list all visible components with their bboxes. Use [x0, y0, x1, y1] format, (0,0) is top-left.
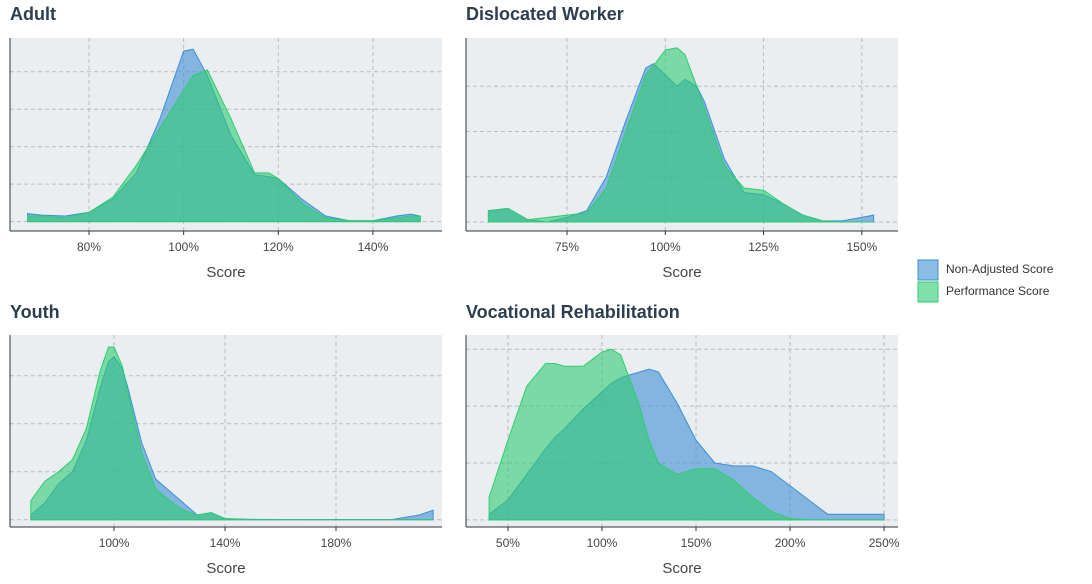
legend-label: Non-Adjusted Score — [946, 262, 1054, 276]
density-area — [30, 346, 434, 521]
legend-swatch — [917, 259, 939, 281]
legend-swatch — [917, 281, 939, 303]
x-tick-label: 80% — [77, 240, 101, 254]
x-tick-label: 120% — [263, 240, 294, 254]
chart-title: Dislocated Worker — [466, 4, 624, 24]
chart-title: Vocational Rehabilitation — [466, 302, 680, 322]
x-tick-label: 140% — [210, 536, 241, 550]
x-tick-label: 50% — [496, 536, 520, 550]
density-area — [487, 47, 874, 223]
density-area — [27, 69, 421, 223]
x-tick-label: 150% — [846, 240, 877, 254]
x-tick-label: 75% — [555, 240, 579, 254]
x-axis-label: Score — [206, 560, 245, 577]
x-tick-label: 100% — [168, 240, 199, 254]
x-tick-label: 150% — [681, 536, 712, 550]
x-axis-label: Score — [662, 264, 701, 281]
x-axis-label: Score — [206, 264, 245, 281]
x-tick-label: 250% — [869, 536, 900, 550]
legend-label: Performance Score — [946, 284, 1050, 298]
x-tick-label: 140% — [358, 240, 389, 254]
x-tick-label: 125% — [748, 240, 779, 254]
x-tick-label: 100% — [99, 536, 130, 550]
x-axis-label: Score — [662, 560, 701, 577]
density-area — [488, 348, 885, 521]
x-tick-label: 180% — [321, 536, 352, 550]
x-tick-label: 100% — [650, 240, 681, 254]
x-tick-label: 200% — [775, 536, 806, 550]
x-tick-label: 100% — [587, 536, 618, 550]
chart-title: Adult — [10, 4, 56, 24]
chart-title: Youth — [10, 302, 60, 322]
